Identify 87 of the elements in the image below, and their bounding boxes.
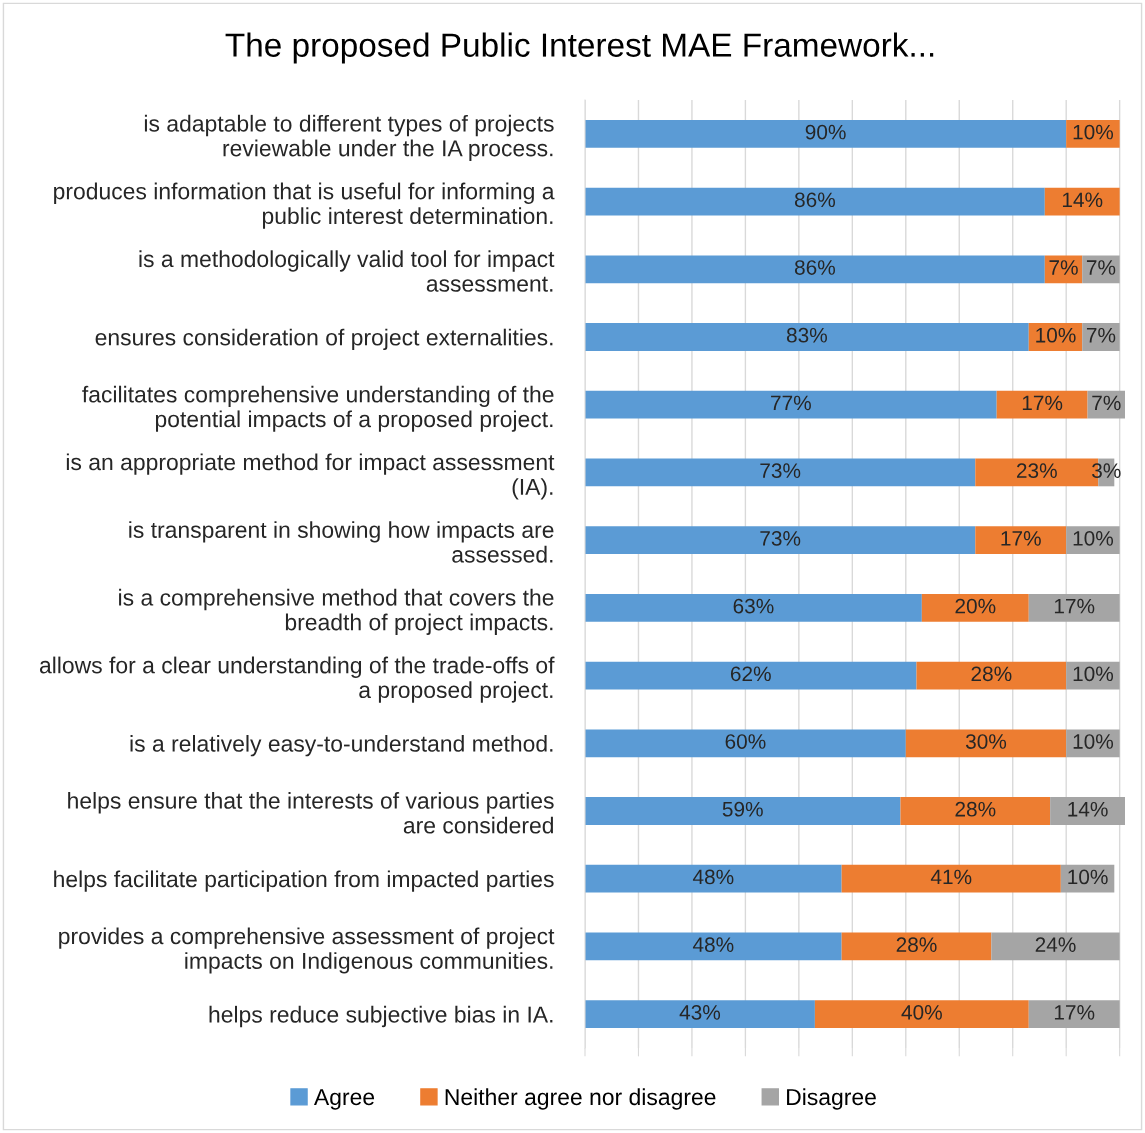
- bar: [585, 119, 1067, 148]
- y-tick-label: is transparent in showing how impacts are assessed.: [129, 521, 554, 563]
- bar: [900, 797, 1051, 825]
- bar: [814, 1000, 1029, 1029]
- data-label: 41%: [930, 869, 972, 885]
- y-tick-label: is a relatively easy-to-understand method.: [130, 734, 553, 757]
- data-label: 90%: [805, 124, 846, 140]
- data-label: 10%: [1073, 734, 1114, 749]
- y-tick-label: produces information that is useful for informing a public interest determination.: [54, 182, 555, 229]
- bar: [1028, 1000, 1120, 1029]
- bar: [905, 729, 1067, 758]
- data-label: 23%: [1016, 463, 1057, 479]
- bar: [916, 661, 1067, 690]
- data-label: 30%: [965, 734, 1007, 749]
- data-label: 10%: [1073, 124, 1114, 140]
- legend-label: Disagree: [787, 1088, 876, 1110]
- bar: [585, 932, 842, 961]
- data-label: 17%: [1022, 395, 1063, 411]
- bar: [996, 390, 1088, 419]
- data-label: 7%: [1086, 327, 1116, 343]
- data-label: 10%: [1073, 666, 1114, 682]
- bar: [585, 255, 1045, 284]
- data-label: 20%: [955, 598, 996, 614]
- data-label: 62%: [730, 666, 771, 682]
- data-label: 24%: [1035, 937, 1076, 952]
- bar: [1082, 255, 1120, 284]
- bar: [921, 593, 1029, 622]
- bar: [1050, 797, 1125, 825]
- y-tick-label: is an appropriate method for impact assessment (IA).: [66, 453, 555, 500]
- data-label: 60%: [725, 734, 766, 749]
- y-tick-label: is a comprehensive method that covers the breadth of project impacts.: [119, 588, 554, 635]
- data-label: 77%: [771, 395, 811, 411]
- data-label: 14%: [1062, 192, 1103, 208]
- bar: [585, 390, 997, 419]
- data-label: 40%: [901, 1004, 942, 1020]
- data-label: 7%: [1092, 395, 1121, 411]
- bar: [841, 932, 992, 961]
- bar: [585, 797, 901, 825]
- data-label: 63%: [733, 598, 774, 614]
- bar: [841, 864, 1061, 893]
- data-label: 48%: [692, 869, 734, 885]
- y-tick-label: helps reduce subjective bias in IA.: [209, 1005, 553, 1028]
- y-tick-label: is a methodologically valid tool for impact assessment.: [139, 250, 555, 292]
- bar: [585, 864, 842, 893]
- bar: [585, 593, 922, 622]
- data-label: 86%: [794, 192, 836, 208]
- data-label: 43%: [679, 1004, 721, 1020]
- bar: [1066, 119, 1120, 148]
- data-label: 17%: [1054, 598, 1095, 614]
- data-label: 28%: [971, 666, 1012, 682]
- y-tick-label: provides a comprehensive assessment of project impacts on Indigenous communities.: [59, 927, 555, 974]
- data-label: 10%: [1068, 869, 1108, 885]
- bar: [585, 323, 1029, 351]
- y-tick-label: is adaptable to different types of projects reviewable under the IA process.: [144, 114, 554, 161]
- data-label: 28%: [896, 937, 937, 953]
- data-label: 10%: [1073, 530, 1114, 546]
- data-label: 73%: [760, 530, 801, 546]
- data-label: 7%: [1049, 260, 1078, 275]
- y-tick-label: helps facilitate participation from impacted parties: [54, 870, 554, 892]
- bar: [975, 526, 1067, 555]
- data-label: 14%: [1068, 801, 1108, 817]
- legend-label: Neither agree nor disagree: [445, 1088, 716, 1110]
- bar: [585, 458, 976, 487]
- data-label: 59%: [722, 801, 763, 817]
- bar: [585, 526, 976, 555]
- y-tick-label: helps ensure that the interests of various parties are considered: [68, 792, 554, 834]
- data-label: 73%: [760, 463, 801, 479]
- bar: [585, 729, 906, 758]
- y-tick-label: ensures consideration of project externalities.: [95, 328, 553, 351]
- data-label: 10%: [1036, 327, 1076, 343]
- data-label: 48%: [692, 937, 734, 953]
- legend-label: Agree: [313, 1089, 375, 1110]
- data-label: 17%: [1001, 531, 1041, 546]
- y-tick-label: facilitates comprehensive understanding of the potential impacts of a proposed project.: [82, 385, 554, 432]
- bar: [1028, 593, 1120, 622]
- bar: [1082, 323, 1120, 351]
- bar: [991, 932, 1120, 961]
- bar: [585, 1000, 815, 1029]
- data-label: 17%: [1054, 1005, 1095, 1020]
- chart-title: The proposed Public Interest MAE Framework...: [225, 32, 934, 64]
- data-label: 28%: [955, 801, 996, 817]
- data-label: 7%: [1086, 260, 1116, 275]
- data-label: 83%: [786, 327, 827, 343]
- bar: [585, 187, 1045, 216]
- data-label: 86%: [794, 260, 836, 275]
- bar: [585, 661, 917, 690]
- y-tick-label: allows for a clear understanding of the trade-offs of a proposed project.: [39, 656, 555, 703]
